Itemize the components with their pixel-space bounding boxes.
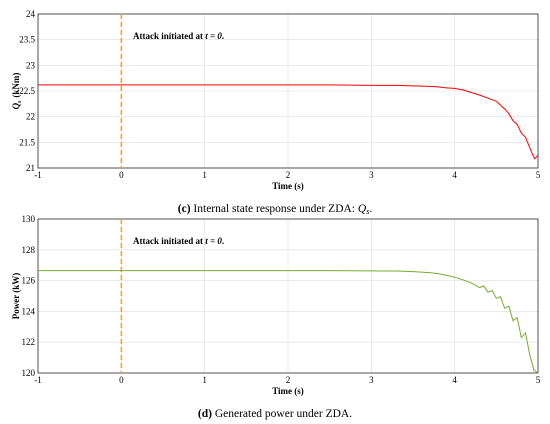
plot-frame-d: [37, 218, 539, 374]
y-tick-label: 126: [22, 276, 36, 286]
x-tick-label: 0: [119, 375, 124, 385]
y-tick-label: 24: [26, 9, 36, 19]
y-tick-label: 21.5: [19, 137, 35, 147]
x-tick-label: 5: [536, 375, 541, 385]
x-axis-label-d: Time (s): [272, 386, 304, 396]
x-tick-label: -1: [34, 375, 42, 385]
annotation-d: Attack initiated at t = 0.: [133, 236, 224, 246]
series-line-qs: [38, 84, 539, 160]
grid-d: [38, 219, 538, 373]
y-tick-label: 124: [22, 306, 36, 316]
x-tick-label: 5: [536, 170, 541, 180]
x-tick-label: 2: [286, 170, 291, 180]
caption-c: (c) Internal state response under ZDA: Q…: [178, 203, 373, 216]
y-tick-label: 130: [22, 214, 36, 224]
x-tick-label: 0: [119, 170, 124, 180]
x-tick-label: 4: [452, 170, 457, 180]
y-tick-label: 22: [26, 112, 35, 122]
y-tick-label: 128: [22, 245, 36, 255]
x-axis-label-c: Time (s): [272, 181, 304, 191]
y-tick-label: 122: [22, 337, 36, 347]
x-tick-label: 1: [202, 375, 207, 385]
tick-labels-d: -1 0 1 2 3 4 5 120 122 124 126 128 130: [22, 214, 541, 385]
y-axis-label-c: Qs(kNm): [11, 73, 23, 110]
y-tick-label: 23: [26, 60, 36, 70]
series-line-power: [38, 270, 539, 374]
x-tick-label: 3: [369, 375, 374, 385]
y-tick-label: 21: [26, 163, 35, 173]
caption-d: (d) Generated power under ZDA.: [198, 408, 352, 420]
x-tick-label: 1: [202, 170, 207, 180]
chart-generated-power: -1 0 1 2 3 4 5 120 122 124 126 128 130 Attack initia…: [11, 214, 541, 420]
plot-frame-c: [37, 13, 539, 169]
y-tick-label: 23.5: [19, 35, 35, 45]
grid-c: [38, 14, 538, 168]
x-tick-label: 2: [286, 375, 291, 385]
annotation-c: Attack initiated at t = 0.: [133, 31, 224, 41]
x-tick-label: 3: [369, 170, 374, 180]
x-tick-label: -1: [34, 170, 42, 180]
y-axis-label-d: Power (kW): [11, 273, 21, 320]
x-tick-label: 4: [452, 375, 457, 385]
y-tick-label: 22.5: [19, 86, 35, 96]
y-tick-label: 120: [22, 368, 36, 378]
